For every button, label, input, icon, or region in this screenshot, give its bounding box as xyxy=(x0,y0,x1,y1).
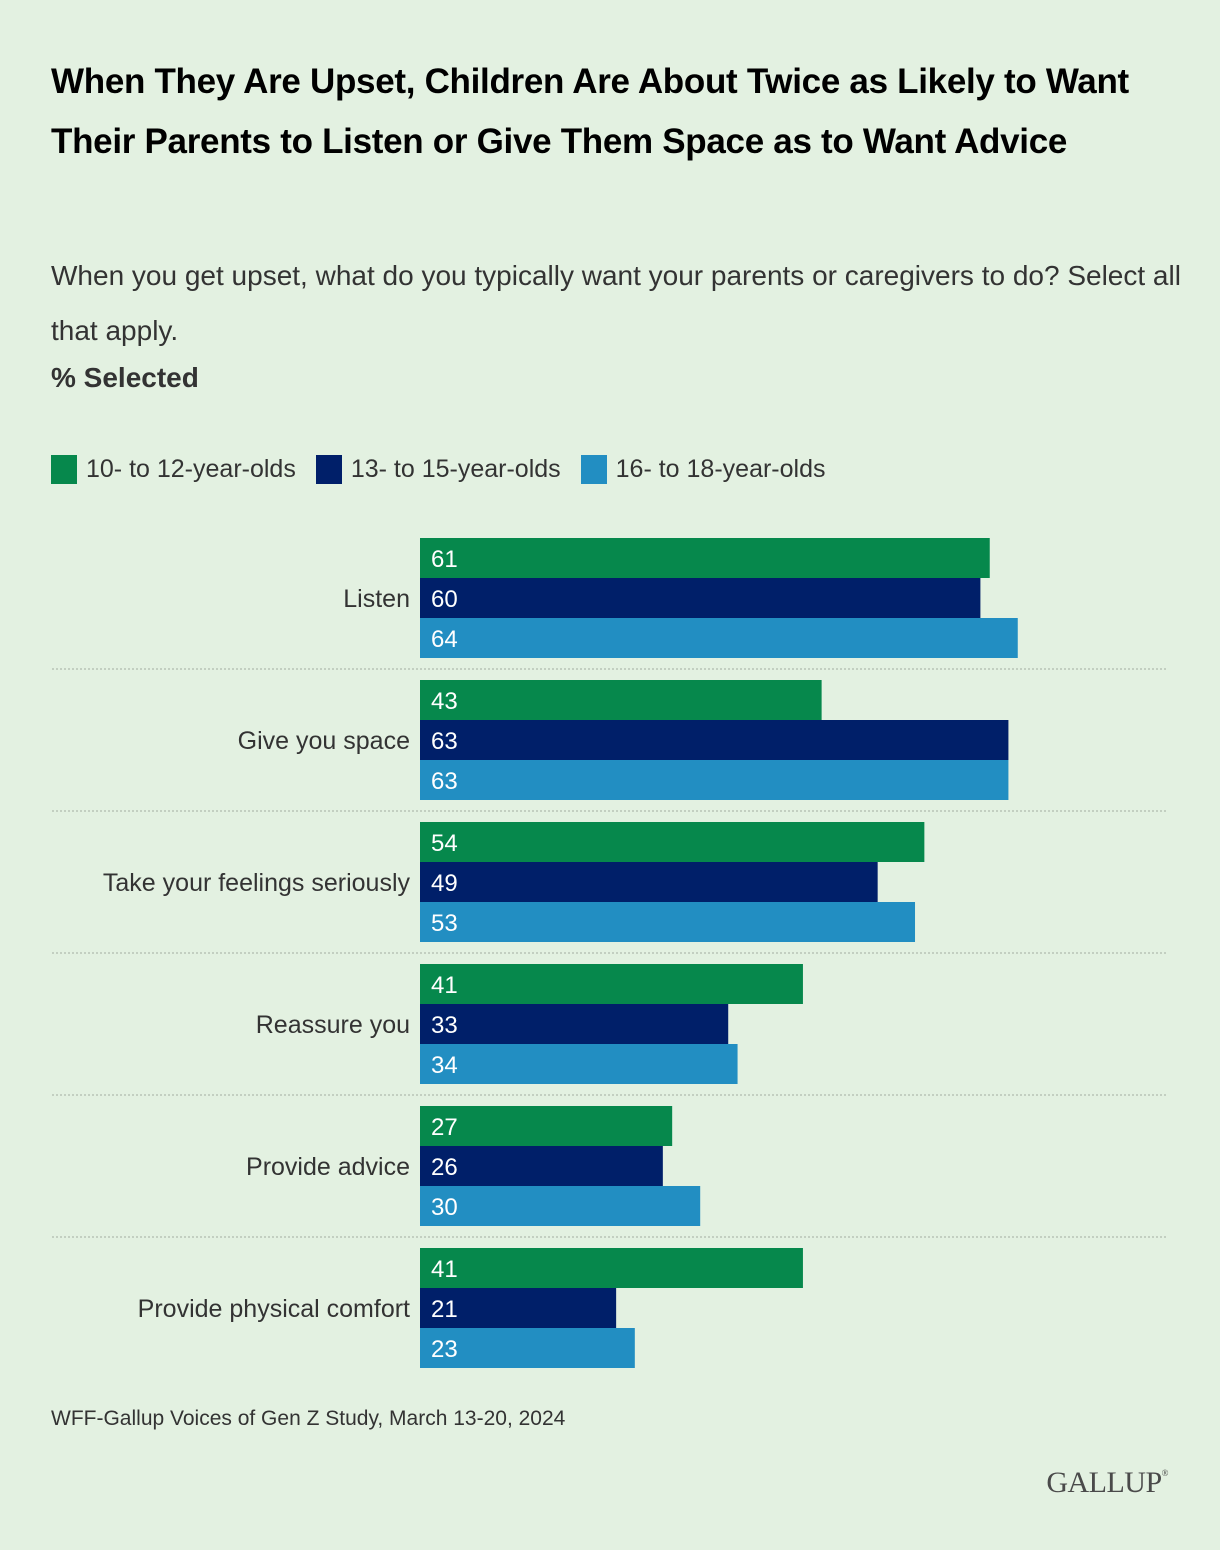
data-label: 27 xyxy=(431,1114,458,1141)
data-label: 33 xyxy=(431,1012,458,1039)
data-label: 41 xyxy=(431,1256,458,1283)
data-label: 54 xyxy=(431,830,458,857)
unit-label: % Selected xyxy=(51,362,199,393)
data-label: 26 xyxy=(431,1154,458,1181)
bar-provide-advice-13-to-15-year-olds xyxy=(420,1146,663,1186)
bar-provide-advice-10-to-12-year-olds xyxy=(420,1106,673,1146)
data-label: 60 xyxy=(431,586,458,613)
bar-listen-16-to-18-year-olds xyxy=(420,618,1018,658)
bar-group-provide-advice: Provide advice 27 26 30 xyxy=(246,1106,701,1226)
legend-swatch-13-15 xyxy=(315,455,342,484)
data-label: 63 xyxy=(431,728,458,755)
category-label: Reassure you xyxy=(256,1011,410,1039)
legend-swatch-16-18 xyxy=(580,455,607,484)
bar-group-provide-physical-comfort: Provide physical comfort 41 21 23 xyxy=(138,1248,803,1368)
legend-label-10-12: 10- to 12-year-olds xyxy=(86,455,296,483)
legend-label-13-15: 13- to 15-year-olds xyxy=(350,455,561,483)
category-label: Provide advice xyxy=(246,1153,410,1181)
bar-give-you-space-16-to-18-year-olds xyxy=(420,760,1009,800)
bar-give-you-space-10-to-12-year-olds xyxy=(420,680,822,720)
bar-take-your-feelings-seriously-10-to-12-year-olds xyxy=(420,822,925,862)
bar-reassure-you-13-to-15-year-olds xyxy=(420,1004,729,1044)
bar-give-you-space-13-to-15-year-olds xyxy=(420,720,1009,760)
bar-take-your-feelings-seriously-16-to-18-year-olds xyxy=(420,902,916,942)
logo-text: GALLUP xyxy=(1046,1466,1162,1499)
registered-mark: ® xyxy=(1161,1468,1169,1478)
bar-chart: Listen 61 60 64 Give you space 43 63 63 Take you… xyxy=(52,538,1168,1368)
bar-provide-physical-comfort-13-to-15-year-olds xyxy=(420,1288,617,1328)
chart-title: When They Are Upset, Children Are About … xyxy=(51,62,1129,161)
bar-take-your-feelings-seriously-13-to-15-year-olds xyxy=(420,862,878,902)
source-note: WFF-Gallup Voices of Gen Z Study, March … xyxy=(51,1407,566,1430)
data-label: 21 xyxy=(431,1296,458,1323)
data-label: 63 xyxy=(431,768,458,795)
data-label: 49 xyxy=(431,870,458,897)
legend-item-13-15: 13- to 15-year-olds xyxy=(315,455,561,484)
legend-item-16-18: 16- to 18-year-olds xyxy=(580,455,826,484)
category-label: Listen xyxy=(343,585,410,613)
data-label: 41 xyxy=(431,972,458,999)
legend-item-10-12: 10- to 12-year-olds xyxy=(51,455,296,484)
data-label: 23 xyxy=(431,1336,458,1363)
bar-group-listen: Listen 61 60 64 xyxy=(343,538,1018,658)
data-label: 61 xyxy=(431,546,458,573)
bar-reassure-you-16-to-18-year-olds xyxy=(420,1044,738,1084)
chart-subtitle: When you get upset, what do you typicall… xyxy=(51,260,1181,346)
legend-swatch-10-12 xyxy=(51,455,77,484)
bar-listen-10-to-12-year-olds xyxy=(420,538,990,578)
bar-provide-physical-comfort-16-to-18-year-olds xyxy=(420,1328,635,1368)
gallup-logo: GALLUP® xyxy=(1046,1466,1168,1500)
bar-group-take-your-feelings-seriously: Take your feelings seriously 54 49 53 xyxy=(103,822,925,942)
legend: 10- to 12-year-olds 13- to 15-year-olds … xyxy=(51,455,845,484)
data-label: 64 xyxy=(431,626,458,653)
data-label: 30 xyxy=(431,1194,458,1221)
bar-group-give-you-space: Give you space 43 63 63 xyxy=(238,680,1009,800)
data-label: 53 xyxy=(431,910,458,937)
category-label: Provide physical comfort xyxy=(138,1295,410,1323)
category-label: Take your feelings seriously xyxy=(103,869,411,897)
bar-listen-13-to-15-year-olds xyxy=(420,578,981,618)
category-label: Give you space xyxy=(238,727,410,755)
data-label: 43 xyxy=(431,688,458,715)
bar-provide-physical-comfort-10-to-12-year-olds xyxy=(420,1248,803,1288)
bar-reassure-you-10-to-12-year-olds xyxy=(420,964,803,1004)
data-label: 34 xyxy=(431,1052,458,1079)
bar-group-reassure-you: Reassure you 41 33 34 xyxy=(256,964,803,1084)
legend-label-16-18: 16- to 18-year-olds xyxy=(615,455,826,483)
bar-provide-advice-16-to-18-year-olds xyxy=(420,1186,701,1226)
